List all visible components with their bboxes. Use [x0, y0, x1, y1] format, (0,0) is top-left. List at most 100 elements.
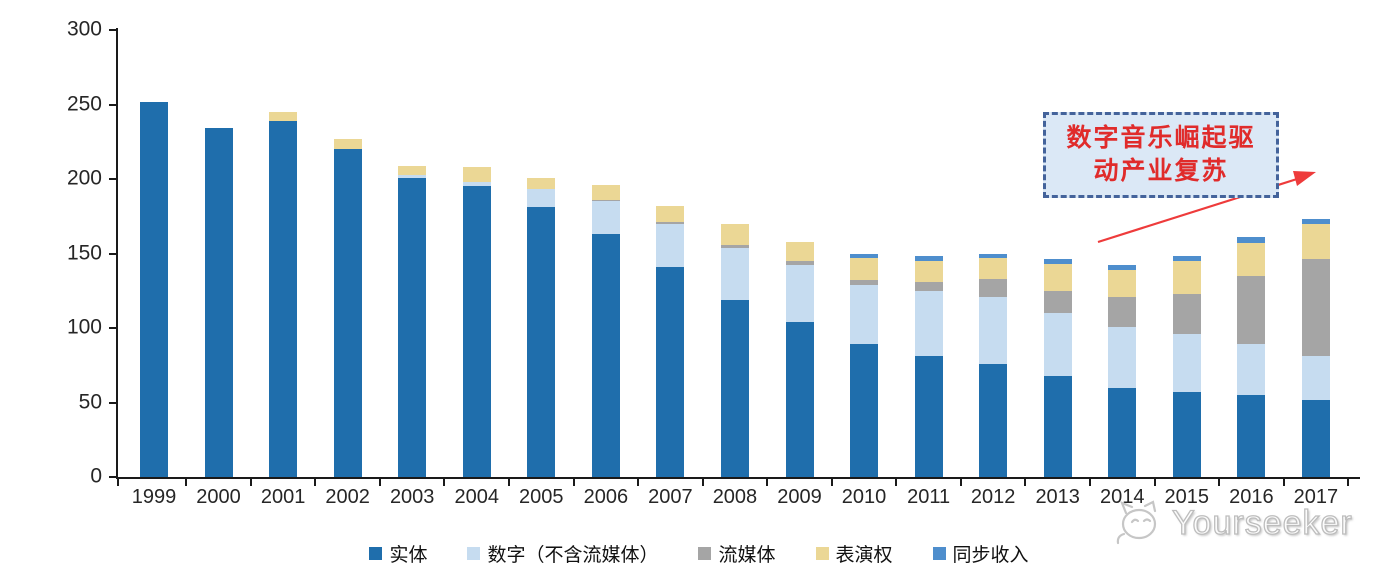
bar-segment [720, 244, 749, 248]
x-axis-tick [249, 479, 252, 486]
x-axis-label: 2005 [519, 486, 564, 508]
bar-segment [850, 257, 879, 281]
bar-segment [656, 223, 685, 267]
y-axis-label: 150 [66, 241, 102, 265]
x-axis-label: 2006 [583, 486, 629, 508]
bar-segment [785, 322, 814, 477]
x-axis-label: 2008 [712, 486, 758, 508]
x-axis-tick [117, 479, 119, 486]
y-axis-tick [109, 252, 116, 255]
bar-segment [656, 222, 685, 224]
watermark: Yourseeker [1112, 500, 1353, 546]
x-axis-tick [378, 479, 381, 486]
x-axis-label: 2016 [1229, 486, 1274, 508]
x-axis-tick [1153, 479, 1156, 486]
bar-segment [1237, 237, 1266, 244]
bar-segment [1237, 243, 1266, 276]
bar-segment [1172, 256, 1201, 261]
bar-segment [979, 278, 1008, 297]
bar-segment [1301, 399, 1330, 477]
legend-label: 实体 [389, 545, 428, 566]
x-axis-label: 2015 [1164, 486, 1210, 508]
bar-segment [656, 266, 685, 477]
bar-segment [1043, 290, 1072, 314]
x-axis-label: 2000 [196, 486, 241, 508]
x-axis-label: 2012 [970, 486, 1016, 508]
legend-label: 数字（不含流媒体） [487, 545, 659, 566]
x-axis-label: 2007 [648, 486, 693, 508]
bar-segment [1108, 387, 1137, 477]
y-axis-tick [109, 476, 116, 478]
y-axis-label: 250 [66, 92, 102, 116]
legend-label: 同步收入 [952, 545, 1029, 566]
cat-logo-icon [1116, 500, 1157, 545]
bar-segment [720, 223, 749, 245]
bar-segment [850, 253, 879, 258]
x-axis-label: 2003 [389, 486, 435, 508]
bar-segment [850, 344, 879, 477]
x-axis-label: 2002 [325, 486, 370, 508]
legend-swatch [467, 547, 481, 560]
x-axis-label: 2011 [907, 486, 951, 508]
chart-legend: 实体 数字（不含流媒体） 流媒体 表演权 同步收入 [0, 540, 1398, 567]
x-axis-tick [830, 479, 833, 486]
bar-segment [591, 199, 620, 202]
legend-label: 表演权 [835, 545, 893, 566]
x-axis-tick [959, 479, 962, 486]
bar-segment [1172, 293, 1201, 334]
y-axis-tick [109, 29, 116, 31]
x-axis-tick [701, 479, 704, 486]
x-axis-label: 2001 [260, 486, 306, 508]
bar-segment [1301, 219, 1330, 224]
y-axis-label: 0 [90, 464, 102, 488]
x-axis-tick [1347, 479, 1350, 486]
legend-swatch [369, 547, 383, 560]
y-axis-tick [109, 327, 116, 329]
bar-segment [720, 247, 749, 300]
bar-segment [1043, 375, 1072, 477]
y-axis-label: 200 [66, 166, 102, 190]
bar-segment [914, 281, 943, 291]
bar-segment [398, 174, 427, 178]
x-axis-tick [766, 479, 769, 486]
legend-item: 实体 [369, 540, 427, 567]
x-axis-label: 2017 [1293, 486, 1339, 508]
legend-item: 同步收入 [932, 540, 1029, 567]
bar-segment [1237, 395, 1266, 477]
y-axis-label: 300 [66, 17, 102, 41]
x-axis-tick [314, 479, 317, 486]
bar-segment [1237, 344, 1266, 396]
bar-segment [1108, 296, 1137, 327]
y-axis-label: 50 [78, 390, 102, 414]
y-axis-tick [109, 103, 116, 106]
x-axis-tick [1024, 479, 1027, 486]
bar-segment [1108, 269, 1137, 297]
bar-segment [1237, 275, 1266, 345]
x-axis-tick [1088, 479, 1091, 486]
x-axis-label: 1999 [131, 486, 177, 508]
bar-segment [1301, 356, 1330, 400]
bar-segment [591, 184, 620, 200]
legend-item: 流媒体 [698, 540, 776, 567]
bar-segment [979, 253, 1008, 258]
bar-segment [527, 207, 556, 477]
x-axis-label: 2010 [841, 486, 887, 508]
bar-segment [1172, 260, 1201, 294]
legend-swatch [932, 547, 946, 560]
bar-segment [1301, 259, 1330, 357]
bar-segment [462, 181, 491, 187]
bar-segment [785, 241, 814, 261]
bar-segment [591, 201, 620, 235]
annotation-text-line2: 动产业复苏 [1093, 158, 1229, 185]
bar-segment [333, 138, 362, 150]
legend-label: 流媒体 [718, 545, 776, 566]
bar-segment [850, 280, 879, 285]
bar-segment [914, 260, 943, 282]
bar-segment [1172, 333, 1201, 393]
bar-segment [1301, 223, 1330, 260]
annotation-box: 数字音乐崛起驱 动产业复苏 [1043, 112, 1279, 198]
y-axis-label: 100 [66, 315, 102, 339]
bar-segment [914, 356, 943, 477]
x-axis-label: 2014 [1100, 486, 1145, 508]
